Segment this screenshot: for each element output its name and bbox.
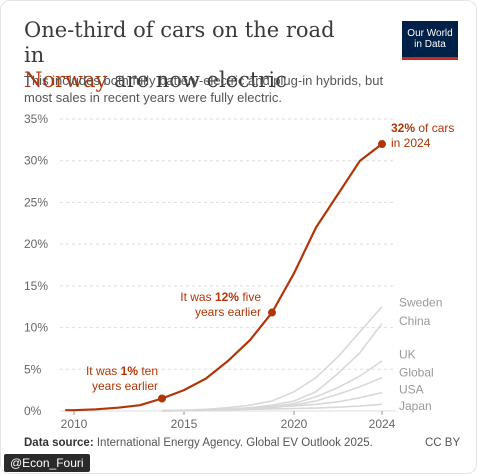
data-point-marker-0 [158, 394, 166, 403]
license-label: CC BY [425, 437, 461, 449]
series-line-sweden [161, 306, 383, 412]
series-line-japan [161, 403, 383, 412]
logo-line1: Our World [407, 28, 453, 39]
y-tick-label: 20% [24, 237, 48, 251]
y-tick-label: 5% [24, 362, 42, 376]
title-highlight: Norway [24, 68, 108, 92]
x-tick-label: 2020 [281, 417, 308, 431]
data-point-marker-2 [378, 140, 386, 149]
annotation-label-1: It was 12% five years earlier [180, 290, 261, 319]
series-line-china [161, 322, 383, 412]
owid-logo[interactable]: Our World in Data [402, 21, 458, 60]
series-label-global: Global [399, 366, 434, 380]
y-tick-label: 30% [24, 154, 48, 168]
data-point-marker-1 [268, 308, 276, 317]
x-tick-label: 2010 [61, 417, 88, 431]
logo-line2: in Data [414, 39, 446, 50]
chart-subtitle: This includes both fully battery-electri… [24, 73, 384, 105]
annotation-label-0: It was 1% ten years earlier [86, 364, 158, 393]
series-label-sweden: Sweden [399, 296, 442, 310]
y-tick-label: 10% [24, 321, 48, 335]
logo-accent-bar [402, 57, 458, 60]
y-tick-label: 0% [24, 404, 42, 418]
series-label-usa: USA [399, 382, 424, 396]
data-source: Data source: International Energy Agency… [24, 437, 373, 449]
watermark-handle: @Econ_Fouri [4, 454, 90, 472]
y-tick-label: 35% [24, 112, 48, 126]
series-label-china: China [399, 314, 431, 328]
chart-title: One-third of cars on the road in Norway a… [24, 18, 335, 92]
series-line-uk [161, 360, 383, 412]
annotation-label-2: 32% of cars in 2024 [391, 121, 454, 150]
y-tick-label: 25% [24, 195, 48, 209]
series-line-norway [65, 143, 383, 412]
series-label-japan: Japan [399, 399, 432, 413]
x-tick-label: 2024 [369, 417, 396, 431]
series-label-uk: UK [399, 347, 416, 361]
x-tick-label: 2015 [171, 417, 198, 431]
y-tick-label: 15% [24, 279, 48, 293]
